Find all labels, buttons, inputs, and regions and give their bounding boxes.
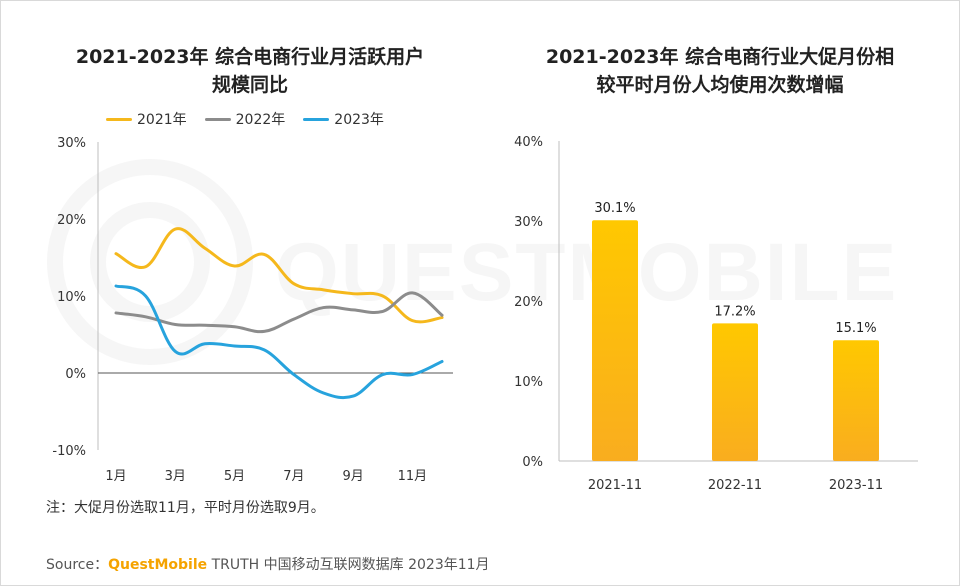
line-x-tick-label: 1月 xyxy=(105,469,126,484)
left-chart-title: 2021-2023年 综合电商行业月活跃用户 规模同比 xyxy=(30,43,470,99)
left-title-line-1: 2021-2023年 综合电商行业月活跃用户 xyxy=(75,46,425,68)
source-rest: TRUTH 中国移动互联网数据库 2023年11月 xyxy=(207,557,490,573)
source-brand: QuestMobile xyxy=(108,557,208,573)
right-chart-title: 2021-2023年 综合电商行业大促月份相 较平时月份人均使用次数增幅 xyxy=(500,43,940,99)
line-y-tick-label: 30% xyxy=(57,136,86,151)
left-title-line-2: 规模同比 xyxy=(211,74,288,96)
legend-item-2022: 2022年 xyxy=(204,109,286,129)
line-x-tick-label: 5月 xyxy=(224,469,245,484)
line-y-tick-label: 20% xyxy=(57,213,86,228)
line-chart-legend: 2021年 2022年 2023年 xyxy=(106,109,384,129)
footnote: 注：大促月份选取11月，平时月份选取9月。 xyxy=(46,500,325,516)
line-series-2022年 xyxy=(114,291,444,334)
bar-x-tick-label: 2022-11 xyxy=(708,478,762,493)
right-title-line-1: 2021-2023年 综合电商行业大促月份相 xyxy=(545,46,895,68)
line-y-tick-label: -10% xyxy=(52,444,86,459)
legend-swatch-2023 xyxy=(303,117,330,121)
bar-x-tick-label: 2021-11 xyxy=(588,478,642,493)
source-line: Source：QuestMobile TRUTH 中国移动互联网数据库 2023… xyxy=(46,554,490,574)
line-y-tick-label: 10% xyxy=(57,290,86,305)
legend-label-2023: 2023年 xyxy=(334,112,384,128)
line-series-2023年 xyxy=(114,284,444,400)
line-x-tick-label: 11月 xyxy=(398,469,428,484)
bar-data-label: 17.2% xyxy=(714,304,755,319)
bar-y-tick-label: 30% xyxy=(514,215,543,230)
legend-label-2021: 2021年 xyxy=(137,112,187,128)
bar-x-tick-label: 2023-11 xyxy=(829,478,883,493)
bar-y-tick-label: 0% xyxy=(522,455,543,470)
bar-2023-11 xyxy=(833,340,879,461)
legend-label-2022: 2022年 xyxy=(235,112,286,128)
line-series-2021年 xyxy=(114,227,444,324)
bar-y-tick-label: 40% xyxy=(514,135,543,150)
bar-y-tick-label: 10% xyxy=(514,375,543,390)
legend-swatch-2022 xyxy=(204,117,231,121)
line-x-tick-label: 3月 xyxy=(165,469,186,484)
right-title-line-2: 较平时月份人均使用次数增幅 xyxy=(596,74,844,96)
line-y-tick-label: 0% xyxy=(65,367,86,382)
legend-item-2021: 2021年 xyxy=(106,109,187,129)
bar-2022-11 xyxy=(712,323,758,461)
line-x-tick-label: 7月 xyxy=(283,469,304,484)
legend-swatch-2021 xyxy=(106,117,132,121)
bar-2021-11 xyxy=(592,220,638,461)
line-x-tick-label: 9月 xyxy=(342,469,363,484)
bar-data-label: 15.1% xyxy=(835,321,876,336)
bar-data-label: 30.1% xyxy=(594,201,635,216)
legend-item-2023: 2023年 xyxy=(303,109,384,129)
bar-y-tick-label: 20% xyxy=(514,295,543,310)
source-prefix: Source： xyxy=(46,557,109,573)
